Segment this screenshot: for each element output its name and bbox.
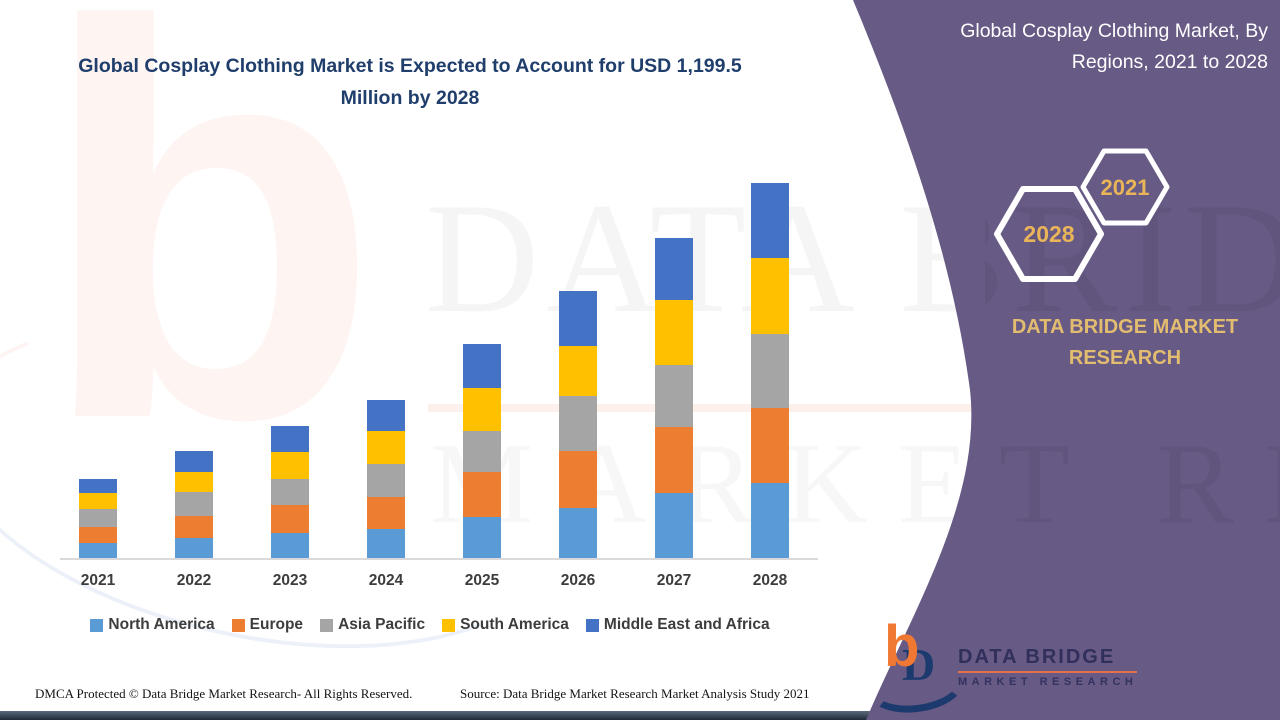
segment-2025-north-america <box>463 517 501 558</box>
legend-swatch-icon <box>231 618 245 632</box>
segment-2027-europe <box>655 427 693 493</box>
segment-2025-middle-east-and-africa <box>463 344 501 388</box>
legend-label: Middle East and Africa <box>603 616 770 633</box>
x-label-2022: 2022 <box>176 572 212 589</box>
dmca-notice: DMCA Protected © Data Bridge Market Rese… <box>35 686 413 701</box>
legend-label: South America <box>460 616 569 633</box>
segment-2023-asia-pacific <box>271 478 309 505</box>
segment-2027-asia-pacific <box>655 365 693 428</box>
segment-2022-europe <box>175 516 213 538</box>
segment-2027-north-america <box>655 493 693 558</box>
bar-2027 <box>655 238 693 558</box>
bottom-shadow-bar <box>0 711 880 720</box>
x-axis-labels: 2021 2022 2023 2024 2025 2026 2027 2028 <box>79 572 789 590</box>
hexagon-badges: 2028 2021 <box>994 148 1170 282</box>
segment-2028-south-america <box>751 258 789 334</box>
logo-subtitle: MARKET RESEARCH <box>958 676 1138 688</box>
watermark-panel-line2: MARKET RESEARCH <box>985 420 1280 548</box>
chart-legend: North America Europe Asia Pacific South Ame… <box>40 616 820 634</box>
x-label-2021: 2021 <box>80 572 116 589</box>
legend-item-north-america: North America <box>90 616 215 634</box>
segment-2022-middle-east-and-africa <box>175 451 213 473</box>
segment-2021-asia-pacific <box>79 509 117 528</box>
legend-item-asia-pacific: Asia Pacific <box>320 616 425 634</box>
segment-2021-south-america <box>79 493 117 510</box>
logo-text: DATA BRIDGE MARKET RESEARCH <box>958 646 1138 688</box>
legend-swatch-icon <box>442 618 456 632</box>
x-label-2024: 2024 <box>368 572 404 589</box>
brand-text: DATA BRIDGE MARKET RESEARCH <box>1011 316 1239 369</box>
watermark-underline <box>428 404 1003 412</box>
segment-2023-middle-east-and-africa <box>271 425 309 453</box>
segment-2021-north-america <box>79 543 117 558</box>
segment-2024-europe <box>367 497 405 529</box>
legend-label: North America <box>108 616 215 633</box>
segment-2026-middle-east-and-africa <box>559 290 597 346</box>
segment-2028-north-america <box>751 483 789 558</box>
bar-2021 <box>79 478 117 558</box>
x-axis-line <box>60 558 818 560</box>
segment-2021-middle-east-and-africa <box>79 478 117 494</box>
segment-2028-middle-east-and-africa <box>751 183 789 259</box>
dbmr-logo-icon: D b <box>862 618 970 719</box>
segment-2027-south-america <box>655 300 693 366</box>
bar-2025 <box>463 344 501 558</box>
bar-2028 <box>751 183 789 558</box>
logo-b-glyph: b <box>884 614 920 679</box>
hexagon-year-2021: 2021 <box>1101 175 1150 200</box>
legend-item-middle-east-and-africa: Middle East and Africa <box>585 616 770 634</box>
segment-2025-europe <box>463 471 501 518</box>
segment-2026-asia-pacific <box>559 396 597 452</box>
segment-2025-asia-pacific <box>463 430 501 472</box>
x-label-2023: 2023 <box>272 572 308 589</box>
bars-area <box>79 158 789 558</box>
x-label-2028: 2028 <box>752 572 788 589</box>
watermark-b-logo-icon: b <box>38 0 381 535</box>
bar-2023 <box>271 425 309 558</box>
segment-2023-north-america <box>271 533 309 558</box>
logo-name: DATA BRIDGE <box>958 646 1138 673</box>
segment-2026-europe <box>559 451 597 508</box>
segment-2024-middle-east-and-africa <box>367 399 405 432</box>
segment-2021-europe <box>79 527 117 543</box>
source-note: Source: Data Bridge Market Research Mark… <box>460 686 810 701</box>
segment-2026-south-america <box>559 345 597 397</box>
segment-2028-europe <box>751 407 789 483</box>
legend-item-south-america: South America <box>442 616 569 634</box>
legend-swatch-icon <box>585 618 599 632</box>
segment-2026-north-america <box>559 507 597 558</box>
stacked-bar-chart: 2021 2022 2023 2024 2025 2026 2027 2028 <box>60 158 818 590</box>
x-label-2027: 2027 <box>656 572 692 589</box>
segment-2022-north-america <box>175 538 213 558</box>
legend-item-europe: Europe <box>231 616 304 634</box>
legend-swatch-icon <box>320 618 334 632</box>
x-label-2026: 2026 <box>560 572 596 589</box>
segment-2027-middle-east-and-africa <box>655 238 693 301</box>
bar-2026 <box>559 290 597 558</box>
panel-heading: Global Cosplay Clothing Market, By Regio… <box>960 20 1268 73</box>
segment-2024-north-america <box>367 528 405 558</box>
segment-2022-asia-pacific <box>175 492 213 517</box>
legend-label: Asia Pacific <box>338 616 426 633</box>
bar-2022 <box>175 451 213 558</box>
segment-2023-south-america <box>271 452 309 479</box>
segment-2028-asia-pacific <box>751 333 789 408</box>
hexagon-year-2028: 2028 <box>1023 221 1074 247</box>
dbmr-logo: D b DATA BRIDGE MARKET RESEARCH <box>862 618 1138 719</box>
chart-title: Global Cosplay Clothing Market is Expect… <box>78 55 742 109</box>
segment-2024-south-america <box>367 431 405 464</box>
segment-2022-south-america <box>175 472 213 493</box>
legend-label: Europe <box>249 616 304 633</box>
bar-2024 <box>367 399 405 558</box>
segment-2025-south-america <box>463 387 501 431</box>
segment-2023-europe <box>271 504 309 533</box>
segment-2024-asia-pacific <box>367 463 405 498</box>
x-label-2025: 2025 <box>464 572 500 589</box>
legend-swatch-icon <box>90 618 104 632</box>
